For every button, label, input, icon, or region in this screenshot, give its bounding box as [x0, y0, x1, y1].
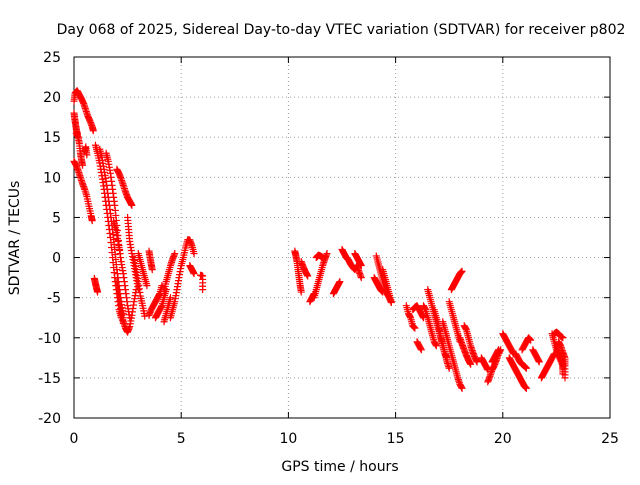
data-point — [458, 384, 466, 392]
data-point — [89, 127, 97, 135]
data-point — [143, 282, 151, 290]
data-point — [126, 314, 134, 322]
data-point — [116, 250, 124, 258]
data-point — [323, 250, 331, 258]
y-axis-label: SDTVAR / TECUs — [7, 181, 23, 296]
data-point — [357, 274, 365, 282]
chart-title: Day 068 of 2025, Sidereal Day-to-day VTE… — [57, 22, 626, 38]
y-tick-label: 10 — [43, 170, 61, 186]
y-tick-label: 0 — [52, 251, 61, 267]
data-point — [432, 342, 440, 350]
data-point — [310, 290, 318, 298]
data-point — [171, 250, 179, 258]
x-tick-label: 20 — [494, 431, 512, 447]
y-tick-label: 15 — [43, 130, 61, 146]
data-point — [387, 298, 395, 306]
data-point — [166, 294, 174, 302]
data-point — [79, 161, 87, 169]
data-point — [411, 324, 419, 332]
data-point — [559, 334, 567, 342]
data-point — [522, 384, 530, 392]
plot-frame — [73, 56, 611, 419]
data-point — [458, 267, 466, 275]
x-tick-label: 25 — [601, 431, 619, 447]
data-point — [467, 360, 475, 368]
data-point — [119, 319, 127, 327]
y-tick-label: 5 — [52, 210, 61, 226]
x-axis-label: GPS time / hours — [281, 459, 398, 475]
data-point — [417, 346, 425, 354]
y-tick-label: -5 — [47, 291, 61, 307]
x-tick-label: 0 — [70, 431, 79, 447]
axis-ticks: 0 5 10 15 20 25 -20 -15 -10 -5 0 5 10 15 20 25 — [38, 50, 619, 447]
y-tick-label: -20 — [38, 411, 61, 427]
data-point — [128, 201, 136, 209]
data-point — [148, 266, 156, 274]
data-point — [83, 151, 91, 159]
data-point — [190, 270, 198, 278]
x-tick-label: 5 — [177, 431, 186, 447]
y-tick-label: 20 — [43, 90, 61, 106]
data-point — [527, 336, 535, 344]
data-point — [304, 272, 312, 280]
data-point — [88, 217, 96, 225]
y-tick-label: -15 — [38, 371, 61, 387]
y-tick-label: -10 — [38, 331, 61, 347]
data-point — [357, 262, 365, 270]
data-point — [445, 364, 453, 372]
data-point — [522, 364, 530, 372]
data-point — [535, 358, 543, 366]
data-point — [473, 358, 481, 366]
data-point — [141, 312, 149, 320]
data-point — [190, 250, 198, 258]
data-point — [319, 254, 327, 262]
data-points — [70, 87, 569, 392]
data-point — [336, 278, 344, 286]
x-tick-label: 15 — [387, 431, 405, 447]
data-point — [561, 374, 569, 382]
data-point — [199, 286, 207, 294]
y-tick-label: 25 — [43, 50, 61, 66]
grid — [74, 57, 610, 418]
data-point — [495, 346, 503, 354]
data-point — [297, 288, 305, 296]
data-point — [94, 288, 102, 296]
x-tick-label: 10 — [279, 431, 297, 447]
